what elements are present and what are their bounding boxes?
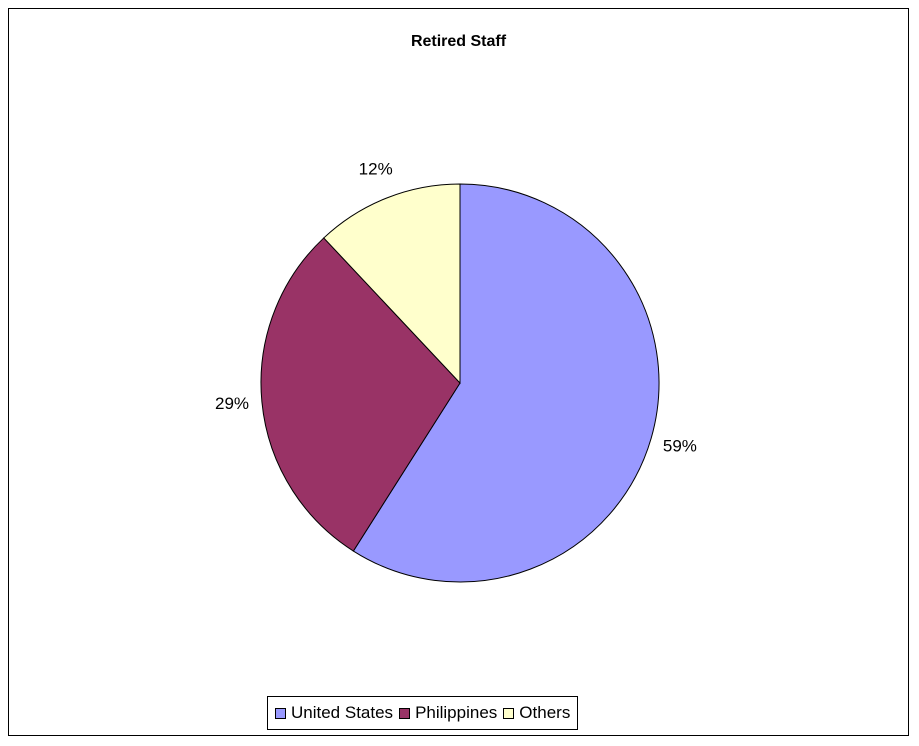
data-label-others: 12% [359, 160, 393, 179]
data-label-united-states: 59% [663, 436, 697, 455]
pie-slice-philippines [260, 237, 461, 552]
legend-item-united-states: United States [275, 703, 393, 723]
legend-swatch-philippines [399, 707, 411, 719]
legend-swatch-united-states [275, 707, 286, 719]
legend-item-others: Others [503, 703, 570, 723]
legend-item-philippines: Philippines [399, 703, 497, 723]
legend: United States Philippines Others [267, 696, 579, 730]
legend-label-philippines: Philippines [415, 703, 498, 722]
data-label-philippines: 29% [215, 394, 249, 413]
pie-chart: 59% 29% 12% [215, 160, 697, 583]
chart-title: Retired Staff [410, 33, 507, 50]
legend-label-others: Others [519, 703, 571, 722]
chart-area: Retired Staff 59% 29% 12% United States Ph… [8, 8, 909, 736]
pie-slice-united-states [352, 183, 660, 583]
pie-slice-others [323, 183, 461, 385]
legend-label-united-states: United States [291, 703, 394, 722]
legend-swatch-others [503, 707, 515, 719]
